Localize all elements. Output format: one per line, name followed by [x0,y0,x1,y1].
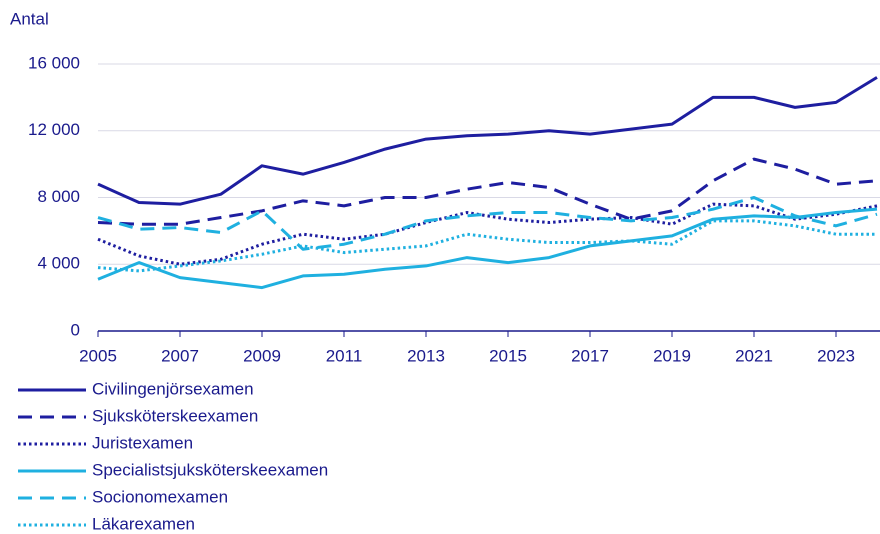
legend-label: Specialistsjuksköterskeexamen [92,460,328,479]
legend-label: Civilingenjörsexamen [92,379,254,398]
y-tick-label: 8 000 [37,187,80,206]
series-line [97,207,878,290]
series-line [97,219,877,273]
x-tick-label: 2013 [407,346,445,365]
x-tick-label: 2021 [735,346,773,365]
y-tick-label: 12 000 [28,120,80,139]
x-tick-label: 2005 [79,346,117,365]
series-line [97,196,878,251]
x-tick-label: 2007 [161,346,199,365]
y-tick-label: 16 000 [28,53,80,72]
y-axis-label: Antal [10,9,49,28]
legend-label: Läkarexamen [92,514,195,533]
series-line [97,157,878,226]
x-tick-label: 2015 [489,346,527,365]
legend-label: Juristexamen [92,433,193,452]
x-tick-label: 2023 [817,346,855,365]
series-line [97,202,878,266]
y-tick-label: 0 [71,320,80,339]
legend-label: Sjuksköterskeexamen [92,406,258,425]
legend-label: Socionomexamen [92,487,228,506]
y-tick-label: 4 000 [37,254,80,273]
x-tick-label: 2017 [571,346,609,365]
x-tick-label: 2011 [326,346,363,365]
x-tick-label: 2009 [243,346,281,365]
x-tick-label: 2019 [653,346,691,365]
series-line [97,76,878,206]
